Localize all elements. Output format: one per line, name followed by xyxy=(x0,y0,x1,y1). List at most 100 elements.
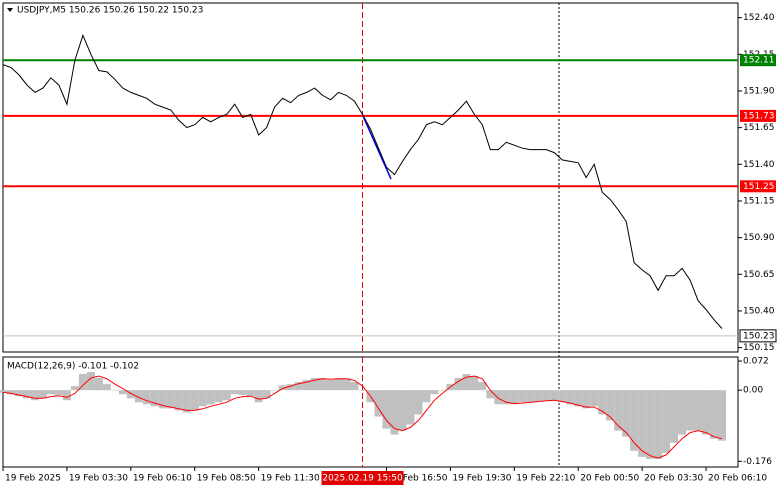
histogram-bar xyxy=(238,390,247,396)
x-tick-label: 19 Feb 2025 xyxy=(5,474,61,484)
y-tick-label: 151.65 xyxy=(743,123,775,133)
histogram-bar xyxy=(670,390,679,443)
macd-pane xyxy=(2,356,739,468)
level-label: 152.11 xyxy=(743,56,775,66)
x-tick-label: 19 Feb 03:30 xyxy=(69,474,128,484)
histogram-bar xyxy=(166,390,175,409)
histogram-bar xyxy=(214,390,223,403)
y-tick-label: 152.40 xyxy=(743,13,775,23)
menu-triangle xyxy=(7,8,13,12)
histogram-bar xyxy=(206,390,215,405)
histogram-bar xyxy=(406,390,415,425)
histogram-bar xyxy=(382,390,391,429)
x-tick-label: 19 Feb 06:10 xyxy=(133,474,192,484)
x-tick-label: 19 Feb 16:50 xyxy=(388,474,447,484)
histogram-bar xyxy=(302,380,311,391)
histogram-bar xyxy=(54,390,63,396)
level-label-box xyxy=(740,180,776,193)
crosshair-label-box xyxy=(321,471,404,485)
histogram-bar xyxy=(662,390,671,453)
histogram-bar xyxy=(510,390,519,405)
histogram-bar xyxy=(326,380,335,391)
level-label-box xyxy=(740,54,776,67)
level-label: 151.25 xyxy=(743,182,775,192)
histogram-bar xyxy=(462,373,471,391)
histogram-bar xyxy=(30,390,39,401)
histogram-bar xyxy=(542,390,551,401)
histogram-bar xyxy=(150,390,159,407)
histogram-bar xyxy=(110,390,119,391)
histogram-bar xyxy=(198,390,207,407)
y-tick-label: 150.90 xyxy=(743,233,775,243)
histogram-bar xyxy=(174,390,183,411)
histogram-bar xyxy=(6,390,15,395)
chart-title: USDJPY,M5 150.26 150.26 150.22 150.23 xyxy=(17,6,203,16)
histogram-bar xyxy=(222,390,231,401)
y-tick-label: 0.00 xyxy=(743,386,763,396)
signal-line xyxy=(2,375,723,459)
histogram-bar xyxy=(182,390,191,413)
histogram-bar xyxy=(86,371,95,391)
x-tick-label: 19 Feb 22:10 xyxy=(516,474,575,484)
histogram-bar xyxy=(470,376,479,391)
histogram-bar xyxy=(486,390,495,399)
histogram-bar xyxy=(126,390,135,399)
histogram-bar xyxy=(310,378,319,391)
histogram-bar xyxy=(502,390,511,405)
histogram-bar xyxy=(358,390,367,391)
y-tick-label: 150.40 xyxy=(743,306,775,316)
histogram-bar xyxy=(590,390,599,407)
histogram-bar xyxy=(606,390,615,421)
histogram-bar xyxy=(614,390,623,431)
histogram-bar xyxy=(718,390,727,441)
price-line xyxy=(2,33,723,329)
histogram-bar xyxy=(190,390,199,411)
histogram-bar xyxy=(62,390,71,401)
current-price-box xyxy=(739,329,777,343)
histogram-bar xyxy=(78,373,87,391)
histogram-bar xyxy=(254,390,263,403)
histogram-bar xyxy=(422,390,431,403)
histogram-bar xyxy=(566,390,575,405)
histogram-bar xyxy=(94,378,103,391)
histogram-bar xyxy=(526,390,535,403)
histogram-bar xyxy=(646,390,655,459)
x-tick-label: 19 Feb 19:30 xyxy=(452,474,511,484)
histogram-bar xyxy=(70,386,79,391)
histogram-bar xyxy=(558,390,567,403)
histogram-bar xyxy=(630,390,639,451)
crosshair-label: 2025.02.19 15:50 xyxy=(322,474,403,484)
histogram-bar xyxy=(622,390,631,437)
histogram-bar xyxy=(478,382,487,391)
level-label: 151.73 xyxy=(743,111,775,121)
histogram-bar xyxy=(374,390,383,417)
histogram-bar xyxy=(454,378,463,391)
histogram-bar xyxy=(134,390,143,403)
y-tick-label: 150.15 xyxy=(743,343,775,353)
histogram-bar xyxy=(102,384,111,391)
histogram-bar xyxy=(654,390,663,459)
histogram-bar xyxy=(158,390,167,409)
histogram-bar xyxy=(390,390,399,435)
histogram-bar xyxy=(582,390,591,409)
histogram-bar xyxy=(438,390,447,391)
macd-title: MACD(12,26,9) -0.101 -0.102 xyxy=(7,362,139,372)
y-tick-label: 150.65 xyxy=(743,270,775,280)
x-tick-label: 20 Feb 00:50 xyxy=(580,474,639,484)
histogram-bar xyxy=(0,390,7,393)
price-pane xyxy=(2,2,739,353)
histogram-bar xyxy=(270,390,279,391)
histogram-bar xyxy=(638,390,647,457)
y-tick-label: -0.176 xyxy=(743,457,772,467)
histogram-bar xyxy=(246,390,255,397)
trend-annotation xyxy=(362,115,392,180)
y-tick-label: 151.15 xyxy=(743,196,775,206)
histogram-bar xyxy=(678,390,687,435)
histogram-bar xyxy=(350,382,359,391)
histogram-bar xyxy=(494,390,503,405)
level-label-box xyxy=(740,109,776,122)
histogram-bar xyxy=(574,390,583,407)
x-tick-label: 19 Feb 11:30 xyxy=(261,474,320,484)
histogram-bar xyxy=(318,378,327,391)
